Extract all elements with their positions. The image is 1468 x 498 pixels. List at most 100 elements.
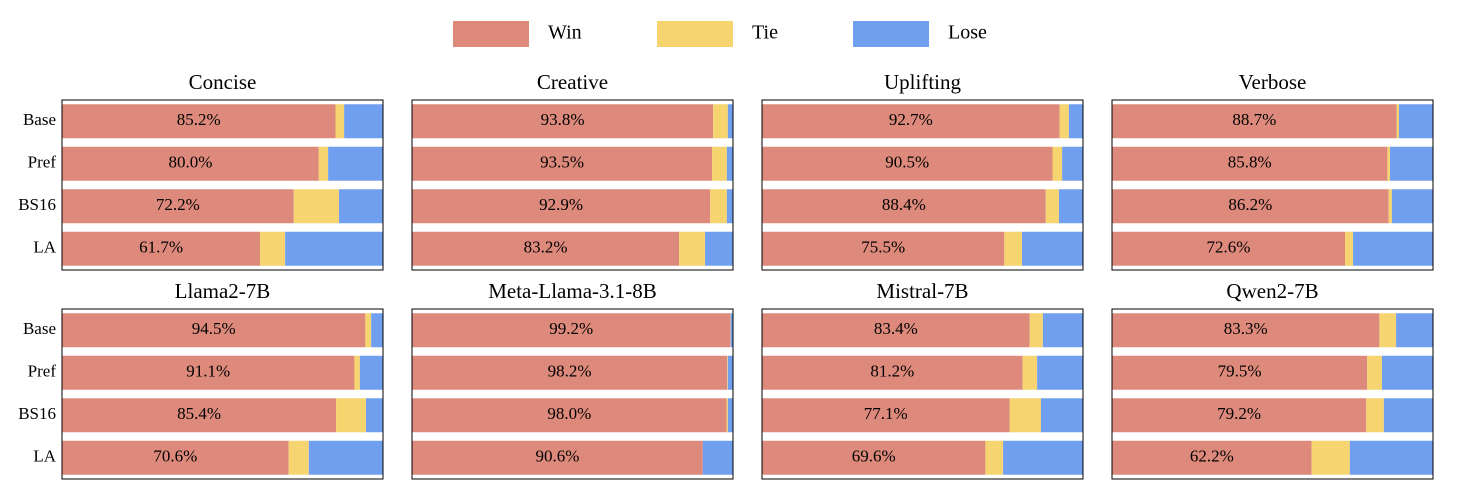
value-label: 83.4% — [874, 319, 918, 338]
bar-segment — [727, 355, 728, 390]
bar-segment — [1112, 231, 1346, 266]
bar-segment — [1022, 355, 1038, 390]
value-label: 92.7% — [889, 110, 933, 129]
bar-segment — [726, 189, 733, 224]
axes-frame — [411, 308, 734, 480]
axes-frame — [761, 308, 1084, 480]
value-label: 85.8% — [1228, 153, 1272, 172]
bar-segment — [1349, 440, 1433, 475]
bar-segment — [1059, 104, 1069, 139]
y-tick-label: LA — [33, 447, 56, 466]
bar-segment — [762, 440, 986, 475]
bar-segment — [1112, 189, 1389, 224]
bar-segment — [1379, 313, 1397, 348]
axes-frame — [61, 308, 384, 480]
bar-segment — [412, 189, 711, 224]
value-label: 93.5% — [540, 153, 584, 172]
bar-segment — [1311, 440, 1350, 475]
bar-segment — [412, 231, 680, 266]
bar-segment — [1040, 398, 1083, 433]
bar-segment — [1003, 440, 1083, 475]
bar-segment — [1042, 313, 1083, 348]
value-label: 91.1% — [186, 362, 230, 381]
axes-frame — [1111, 308, 1434, 480]
bar-segment — [412, 355, 728, 390]
bar-segment — [1004, 231, 1023, 266]
value-label: 98.0% — [547, 404, 591, 423]
bar-segment — [339, 189, 383, 224]
y-tick-label: LA — [33, 238, 56, 257]
panel-title: Llama2-7B — [175, 279, 271, 303]
bar-segment — [62, 313, 366, 348]
bar-segment — [1387, 146, 1390, 181]
bar-segment — [344, 104, 383, 139]
bar-segment — [702, 440, 733, 475]
axes-frame — [411, 99, 734, 271]
bar-segment — [730, 313, 733, 348]
y-tick-label: BS16 — [18, 404, 56, 423]
bar-segment — [1391, 189, 1433, 224]
bar-segment — [1353, 231, 1433, 266]
bar-segment — [1396, 313, 1433, 348]
bar-segment — [1062, 146, 1083, 181]
bar-segment — [726, 398, 728, 433]
panel-title: Creative — [537, 70, 608, 94]
panel-title: Meta-Llama-3.1-8B — [488, 279, 657, 303]
bar-segment — [62, 104, 336, 139]
value-label: 83.2% — [524, 238, 568, 257]
bar-segment — [727, 398, 733, 433]
value-label: 80.0% — [168, 153, 212, 172]
panel-title: Verbose — [1239, 70, 1307, 94]
bar-segment — [1366, 398, 1384, 433]
bar-segment — [1022, 231, 1083, 266]
value-label: 88.7% — [1232, 110, 1276, 129]
value-label: 62.2% — [1190, 447, 1234, 466]
bar-segment — [1112, 440, 1312, 475]
bar-segment — [412, 440, 703, 475]
bar-segment — [365, 313, 372, 348]
value-label: 70.6% — [153, 447, 197, 466]
bar-segment — [260, 231, 286, 266]
value-label: 99.2% — [549, 319, 593, 338]
bar-segment — [1068, 104, 1083, 139]
bar-segment — [1396, 104, 1399, 139]
bar-segment — [1045, 189, 1059, 224]
panel-title: Uplifting — [884, 70, 961, 94]
value-label: 85.2% — [177, 110, 221, 129]
value-label: 83.3% — [1224, 319, 1268, 338]
value-label: 85.4% — [177, 404, 221, 423]
bar-segment — [762, 104, 1060, 139]
bar-segment — [1029, 313, 1043, 348]
bar-segment — [1037, 355, 1083, 390]
bar-segment — [336, 398, 366, 433]
bar-segment — [762, 355, 1023, 390]
panel-title: Qwen2-7B — [1226, 279, 1318, 303]
bar-segment — [762, 398, 1010, 433]
value-label: 98.2% — [548, 362, 592, 381]
bar-segment — [1388, 189, 1392, 224]
bar-segment — [1383, 398, 1433, 433]
bar-segment — [1112, 146, 1388, 181]
value-label: 94.5% — [192, 319, 236, 338]
value-label: 90.6% — [535, 447, 579, 466]
bar-segment — [1367, 355, 1382, 390]
value-label: 88.4% — [882, 195, 926, 214]
bar-segment — [412, 313, 731, 348]
bar-segment — [318, 146, 329, 181]
value-label: 90.5% — [885, 153, 929, 172]
value-label: 75.5% — [861, 238, 905, 257]
bar-segment — [288, 440, 309, 475]
bar-segment — [713, 104, 728, 139]
bar-segment — [412, 104, 714, 139]
panel-title: Concise — [189, 70, 257, 94]
value-label: 69.6% — [852, 447, 896, 466]
bar-segment — [762, 189, 1046, 224]
bar-segment — [365, 398, 383, 433]
value-label: 79.5% — [1218, 362, 1262, 381]
bar-segment — [1381, 355, 1433, 390]
legend-label: Tie — [752, 22, 778, 44]
bar-segment — [1345, 231, 1354, 266]
legend-swatch — [657, 21, 733, 47]
bar-segment — [762, 146, 1053, 181]
bar-segment — [62, 440, 289, 475]
